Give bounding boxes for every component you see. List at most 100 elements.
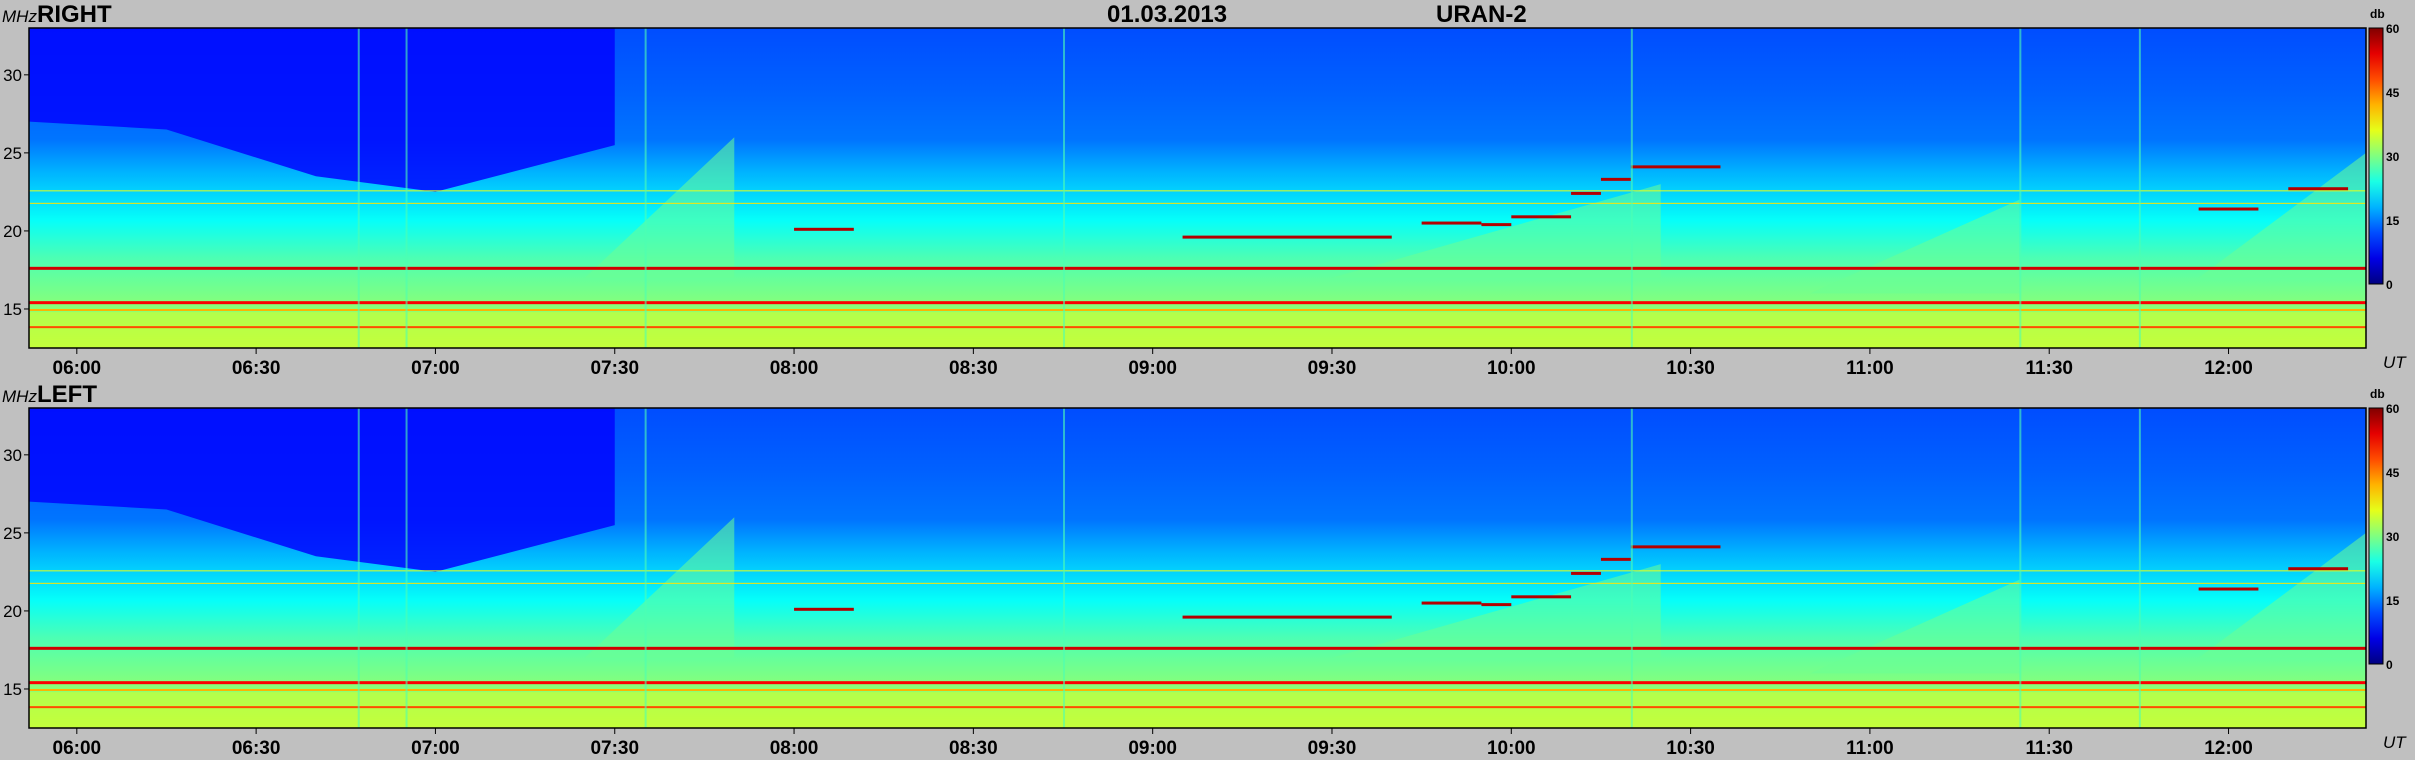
x-tick-label: 11:30 bbox=[2025, 738, 2073, 759]
panel-left-spectrogram: 15 20 25 30 06:00 06:30 07:00 07:30 08:00 08:30 09… bbox=[3, 402, 2400, 759]
colorbar-tick-label: 15 bbox=[2386, 214, 2400, 228]
colorbar-tick-label: 0 bbox=[2386, 278, 2393, 292]
burst-segment bbox=[1630, 545, 1721, 549]
x-tick-label: 09:00 bbox=[1128, 358, 1177, 379]
emission-wedge bbox=[584, 137, 735, 278]
panel-left-x-unit: UT bbox=[2383, 733, 2406, 752]
interference-line bbox=[29, 202, 2366, 204]
burst-segment bbox=[1600, 557, 1631, 561]
interference-line bbox=[29, 266, 2366, 270]
x-tick-label: 08:00 bbox=[770, 738, 819, 759]
burst-segment bbox=[1630, 165, 1721, 169]
panel-left-y-unit: MHz bbox=[2, 387, 37, 406]
burst-segment bbox=[1511, 595, 1572, 599]
burst-segment bbox=[794, 227, 854, 231]
low-frequency-band bbox=[29, 312, 2366, 348]
burst-segment bbox=[1600, 177, 1631, 181]
emission-wedge bbox=[1331, 184, 1661, 278]
panel-left-title: LEFT bbox=[37, 381, 97, 408]
y-tick-label: 15 bbox=[3, 680, 22, 699]
instrument-label: URAN-2 bbox=[1436, 1, 1527, 28]
x-tick-label: 10:00 bbox=[1487, 358, 1536, 379]
colorbar-tick-label: 45 bbox=[2386, 86, 2400, 100]
burst-segment bbox=[1571, 571, 1601, 575]
x-tick-label: 11:00 bbox=[1846, 738, 1894, 759]
emission-wedge bbox=[1810, 579, 2020, 674]
burst-segment bbox=[1421, 601, 1482, 605]
vertical-streak bbox=[2019, 408, 2022, 728]
date-label: 01.03.2013 bbox=[1107, 1, 1228, 28]
x-tick-label: 07:30 bbox=[590, 738, 639, 759]
x-tick-label: 06:00 bbox=[53, 358, 102, 379]
y-tick-label: 30 bbox=[3, 66, 22, 85]
low-frequency-band bbox=[29, 692, 2366, 728]
colorbar-tick-label: 60 bbox=[2386, 22, 2400, 36]
x-tick-label: 07:00 bbox=[411, 738, 460, 759]
burst-segment bbox=[2288, 567, 2349, 571]
x-tick-label: 12:00 bbox=[2204, 738, 2253, 759]
vertical-streak bbox=[357, 408, 360, 728]
burst-segment bbox=[1511, 215, 1572, 219]
colorbar-tick-label: 0 bbox=[2386, 658, 2393, 672]
burst-segment bbox=[794, 607, 854, 611]
colorbar-tick-label: 15 bbox=[2386, 594, 2400, 608]
x-tick-label: 09:00 bbox=[1128, 738, 1177, 759]
vertical-streak bbox=[357, 28, 360, 348]
vertical-streak bbox=[1063, 408, 1066, 728]
x-tick-label: 10:30 bbox=[1666, 738, 1715, 759]
x-tick-label: 10:30 bbox=[1666, 358, 1715, 379]
plot-frame bbox=[28, 27, 2367, 349]
x-tick-label: 11:00 bbox=[1846, 358, 1894, 379]
burst-segment bbox=[1481, 223, 1512, 227]
panel-right-y-unit: MHz bbox=[2, 7, 37, 26]
burst-segment bbox=[1571, 191, 1601, 195]
quiet-region bbox=[29, 28, 615, 192]
x-tick-label: 10:00 bbox=[1487, 738, 1536, 759]
interference-line bbox=[29, 308, 2366, 311]
x-tick-label: 06:00 bbox=[53, 738, 102, 759]
x-tick-label: 09:30 bbox=[1308, 738, 1357, 759]
y-tick-label: 25 bbox=[3, 524, 22, 543]
vertical-streak bbox=[1630, 408, 1633, 728]
x-tick-label: 09:30 bbox=[1308, 358, 1357, 379]
y-tick-label: 15 bbox=[3, 300, 22, 319]
interference-line bbox=[29, 326, 2366, 329]
x-tick-label: 11:30 bbox=[2025, 358, 2073, 379]
x-tick-label: 08:30 bbox=[949, 358, 998, 379]
colorbar-tick-label: 30 bbox=[2386, 530, 2400, 544]
y-tick-label: 25 bbox=[3, 144, 22, 163]
burst-segment bbox=[2198, 207, 2259, 211]
interference-line bbox=[29, 582, 2366, 584]
interference-line bbox=[29, 688, 2366, 691]
burst-segment bbox=[1182, 235, 1392, 239]
vertical-streak bbox=[2138, 28, 2141, 348]
emission-wedge bbox=[2198, 152, 2366, 278]
burst-segment bbox=[1481, 603, 1512, 607]
x-tick-label: 12:00 bbox=[2204, 358, 2253, 379]
colorbar-tick-label: 45 bbox=[2386, 466, 2400, 480]
x-tick-label: 06:30 bbox=[232, 358, 281, 379]
x-tick-label: 07:30 bbox=[590, 358, 639, 379]
burst-segment bbox=[2198, 587, 2259, 591]
panel-right-spectrogram: 15 20 25 30 06:00 06:30 07:00 07:30 08:00 08:30 09… bbox=[3, 22, 2400, 379]
vertical-streak bbox=[1630, 28, 1633, 348]
x-tick-label: 08:30 bbox=[949, 738, 998, 759]
emission-wedge bbox=[584, 517, 735, 658]
y-tick-label: 20 bbox=[3, 602, 22, 621]
burst-segment bbox=[1182, 615, 1392, 619]
vertical-streak bbox=[405, 28, 408, 348]
vertical-streak bbox=[405, 408, 408, 728]
plot-frame bbox=[28, 407, 2367, 729]
colorbar bbox=[2368, 407, 2384, 665]
vertical-streak bbox=[1063, 28, 1066, 348]
interference-line bbox=[29, 301, 2366, 305]
panel-right-x-unit: UT bbox=[2383, 353, 2406, 372]
y-tick-label: 20 bbox=[3, 222, 22, 241]
interference-line bbox=[29, 706, 2366, 709]
interference-line bbox=[29, 681, 2366, 685]
quiet-region bbox=[29, 408, 615, 572]
emission-wedge bbox=[1810, 199, 2020, 294]
x-tick-label: 07:00 bbox=[411, 358, 460, 379]
vertical-streak bbox=[2019, 28, 2022, 348]
